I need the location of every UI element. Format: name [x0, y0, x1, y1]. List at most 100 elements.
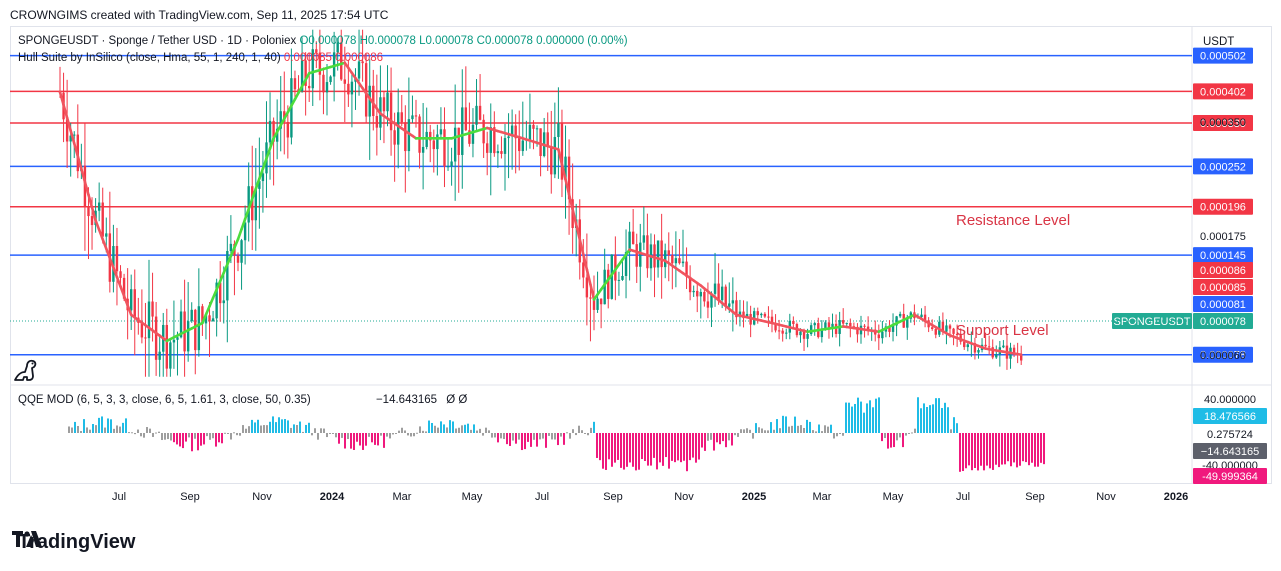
candle-body	[806, 334, 809, 339]
tradingview-brand: TradingView	[18, 530, 136, 553]
candle-body	[1020, 355, 1023, 361]
candle-body	[585, 277, 589, 298]
qqe-bar	[524, 433, 526, 450]
candle-body	[948, 325, 952, 329]
hull-segment	[243, 207, 250, 221]
qqe-bar	[509, 433, 511, 446]
qqe-bar	[716, 433, 718, 443]
candle-body	[471, 124, 475, 144]
qqe-bar	[410, 433, 412, 437]
candle-body	[560, 123, 564, 180]
candle-body	[65, 119, 69, 142]
hull-segment	[1016, 352, 1023, 357]
qqe-bar	[464, 424, 466, 433]
qqe-bar	[521, 433, 523, 451]
candle-body	[507, 136, 510, 139]
qqe-bar	[437, 427, 439, 433]
qqe-bar	[1004, 433, 1006, 465]
candle-body	[1002, 345, 1005, 348]
qqe-bar	[461, 425, 463, 433]
candle-body	[827, 322, 831, 329]
last-price-tag-text: 0.000085	[1200, 282, 1246, 294]
qqe-bar	[995, 433, 997, 465]
candle-body	[653, 244, 656, 268]
hull-segment	[97, 228, 105, 241]
qqe-bar	[491, 433, 493, 438]
qqe-bar	[278, 417, 280, 433]
qqe-bar	[167, 433, 169, 440]
symbol-legend[interactable]: SPONGEUSDT · Sponge / Tether USD · 1D · …	[18, 35, 628, 47]
qqe-bar	[185, 433, 187, 442]
candle-body	[792, 320, 795, 325]
level-price-tag	[1193, 47, 1253, 64]
qqe-bar	[740, 429, 742, 433]
qqe-bar	[254, 422, 256, 433]
qqe-visibility-icons[interactable]: Ø Ø	[446, 394, 468, 406]
qqe-bar	[272, 416, 274, 433]
level-price-tag	[1193, 346, 1253, 363]
qqe-bar	[413, 433, 415, 437]
last-price-tag	[1193, 296, 1253, 312]
candle-body	[211, 318, 215, 322]
candle-body	[631, 231, 635, 245]
candle-body	[987, 346, 991, 348]
x-tick-label: Mar	[393, 491, 412, 503]
hull-segment	[94, 219, 101, 232]
qqe-bar	[227, 433, 229, 434]
candle-body	[977, 350, 980, 353]
qqe-bar	[644, 433, 646, 462]
qqe-bar	[728, 433, 730, 441]
qqe-bar	[683, 433, 685, 461]
qqe-legend[interactable]: QQE MOD (6, 5, 3, 3, close, 6, 5, 1.61, …	[18, 394, 467, 406]
qqe-bar	[296, 425, 298, 433]
qqe-bar	[920, 408, 922, 433]
level-price-tag	[1193, 158, 1253, 175]
qqe-bar	[275, 422, 277, 433]
candle-body	[518, 138, 521, 152]
candle-body	[617, 279, 621, 281]
candle-body	[923, 314, 927, 321]
qqe-bar	[107, 418, 109, 433]
candle-body	[503, 138, 507, 154]
currency-label[interactable]: USDT	[1203, 36, 1235, 48]
candle-body	[642, 235, 646, 243]
candle-body	[596, 298, 599, 310]
candle-body	[325, 82, 329, 93]
qqe-bar	[110, 419, 112, 433]
qqe-bar	[1019, 433, 1021, 466]
qqe-bar	[74, 421, 76, 433]
candle-body	[692, 290, 695, 293]
qqe-bar	[641, 433, 643, 460]
footer-brand[interactable]: TradingView	[12, 531, 135, 553]
qqe-bar	[131, 432, 133, 434]
candle-body	[728, 303, 731, 307]
y-tick-label: 0.000060	[1200, 350, 1246, 362]
qqe-bar	[368, 433, 370, 437]
candle-body	[240, 240, 243, 263]
qqe-bar	[908, 433, 910, 434]
qqe-bar	[365, 433, 367, 446]
candle-body	[186, 321, 190, 352]
candle-body	[404, 122, 407, 152]
qqe-bar	[194, 433, 196, 439]
candle-body	[279, 111, 282, 129]
qqe-bar	[242, 425, 244, 433]
qqe-bar	[617, 433, 619, 460]
candle-body	[845, 322, 848, 324]
symbol-name[interactable]: SPONGEUSDT · Sponge / Tether USD · 1D · …	[18, 35, 297, 47]
candle-body	[895, 316, 898, 326]
qqe-bar	[971, 433, 973, 471]
candle-body	[656, 240, 660, 268]
candle-body	[461, 107, 464, 155]
qqe-bar	[905, 433, 907, 436]
hull-segment	[589, 283, 596, 301]
qqe-bar	[71, 427, 73, 433]
hull-legend[interactable]: Hull Suite by InSilico (close, Hma, 55, …	[18, 52, 383, 64]
candle-body	[112, 246, 115, 282]
support-annotation: Support Level	[956, 322, 1049, 339]
candle-body	[966, 344, 969, 348]
qqe-bar	[929, 405, 931, 433]
qqe-bar	[710, 433, 712, 440]
qqe-bar	[959, 433, 961, 472]
